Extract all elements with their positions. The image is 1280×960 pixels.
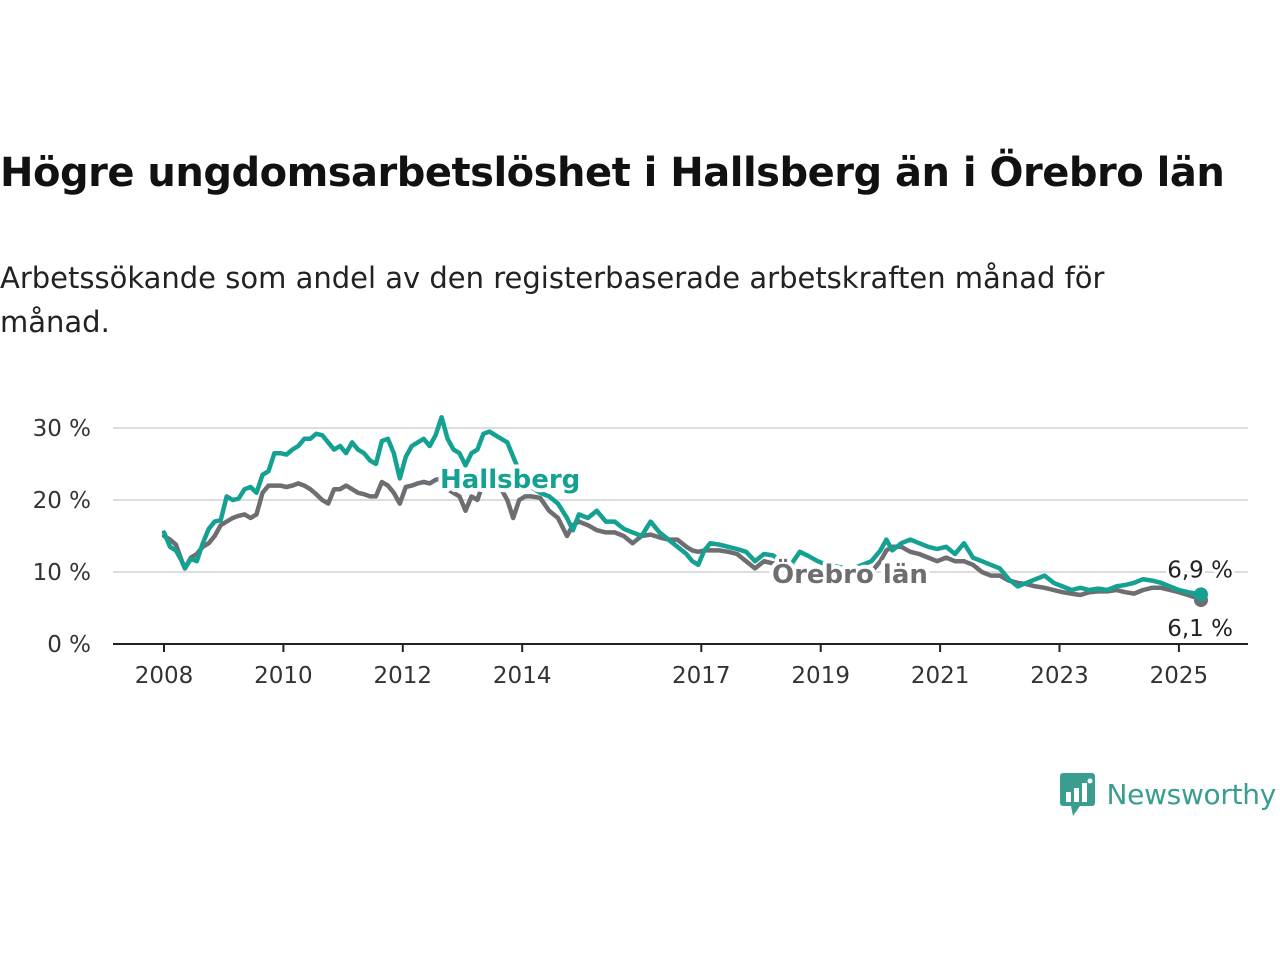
x-tick-label: 2017 — [672, 663, 731, 689]
x-tick-label: 2010 — [254, 663, 313, 689]
x-axis: 2008 2010 2012 2014 2017 2019 2021 2023 2025 — [113, 643, 1248, 689]
x-tick-label: 2025 — [1150, 663, 1209, 689]
end-label-orebro-lan: 6,1 % — [1167, 616, 1233, 642]
y-tick-label: 0 % — [47, 632, 91, 658]
x-tick-label: 2023 — [1030, 663, 1089, 689]
chart-title: Högre ungdomsarbetslöshet i Hallsberg än… — [0, 150, 1225, 196]
newsworthy-logo-icon — [1059, 773, 1095, 816]
line-chart: 0 % 10 % 20 % 30 % 2008 2010 2012 2014 2017 2019… — [33, 414, 1248, 689]
x-tick-label: 2019 — [791, 663, 850, 689]
end-label-hallsberg: 6,9 % — [1167, 557, 1233, 583]
newsworthy-brand: Newsworthy — [1059, 772, 1277, 816]
series-line-hallsberg — [161, 414, 1204, 597]
y-tick-label: 10 % — [33, 560, 91, 586]
series-lines — [161, 414, 1208, 608]
series-line-orebro-lan — [161, 476, 1204, 603]
newsworthy-wordmark: Newsworthy — [1106, 777, 1277, 811]
series-label-hallsberg: Hallsberg — [440, 465, 580, 495]
x-tick-label: 2012 — [374, 663, 433, 689]
y-tick-label: 30 % — [33, 416, 91, 442]
x-tick-label: 2021 — [911, 663, 970, 689]
series-end-point — [1193, 587, 1208, 602]
chart-subtitle: Arbetssökande som andel av den registerb… — [0, 261, 1105, 339]
series-labels: Hallsberg Örebro län 6,9 % 6,1 % — [436, 461, 1236, 645]
x-tick-label: 2008 — [135, 663, 194, 689]
x-tick-label: 2014 — [493, 663, 552, 689]
y-gridlines — [113, 427, 1248, 573]
series-label-orebro-lan: Örebro län — [772, 557, 928, 590]
y-axis-ticks: 0 % 10 % 20 % 30 % — [33, 416, 91, 658]
y-tick-label: 20 % — [33, 488, 91, 514]
